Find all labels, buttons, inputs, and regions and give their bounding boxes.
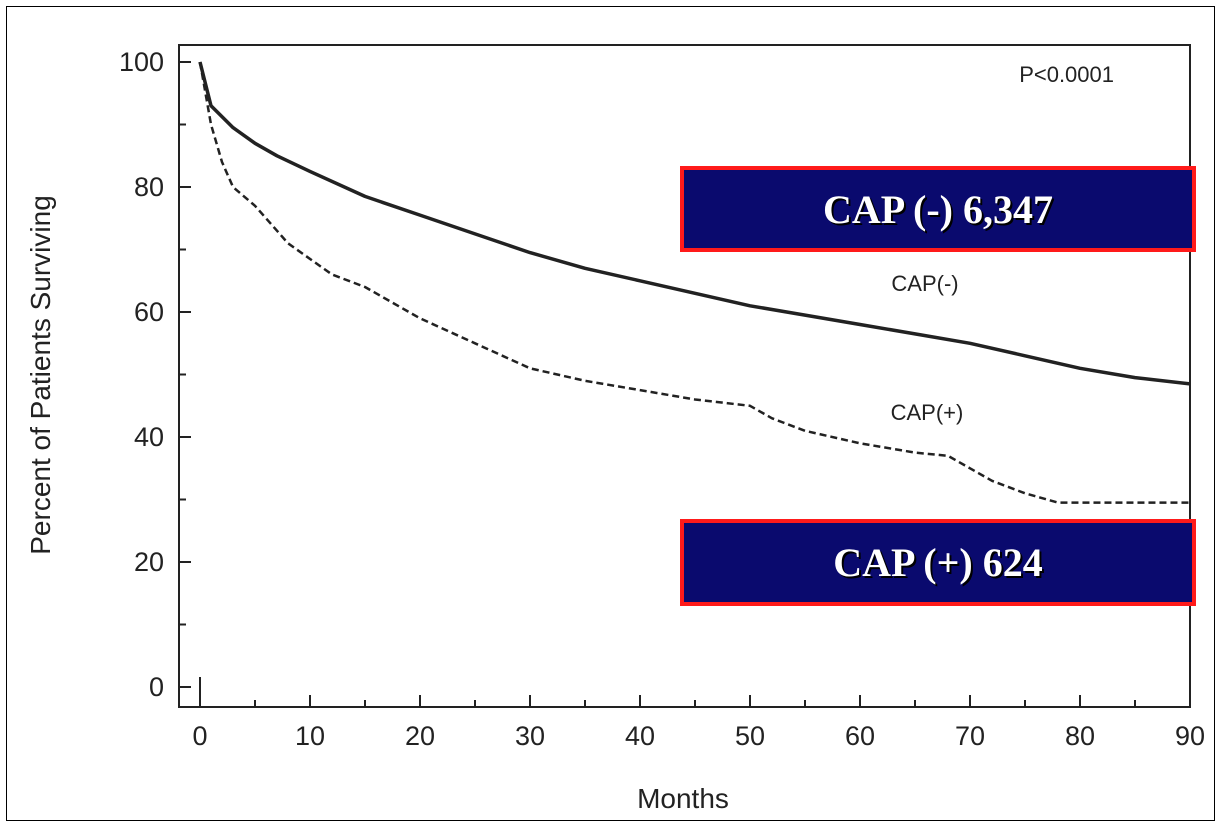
series-lines <box>198 61 1191 504</box>
ticks: 0 20 40 60 80 100 0 10 20 30 40 50 60 70 80 90 <box>119 47 1205 751</box>
x-tick-label: 90 <box>1175 721 1205 751</box>
x-axis-label: Months <box>637 783 729 814</box>
y-tick-label: 0 <box>149 672 164 702</box>
x-tick-label: 50 <box>735 721 765 751</box>
y-tick-label: 40 <box>134 422 164 452</box>
x-tick-label: 10 <box>295 721 325 751</box>
y-tick-label: 20 <box>134 547 164 577</box>
x-tick-label: 70 <box>955 721 985 751</box>
callout-cap-neg: CAP (-) 6,347 <box>680 166 1196 252</box>
y-tick-label: 100 <box>119 47 164 77</box>
y-tick-label: 60 <box>134 297 164 327</box>
x-tick-label: 30 <box>515 721 545 751</box>
axes <box>178 44 1191 708</box>
series-line-cap-pos <box>198 61 1190 504</box>
x-tick-label: 60 <box>845 721 875 751</box>
series-label-cap-neg: CAP(-) <box>891 271 958 296</box>
series-line-cap-neg <box>198 61 1191 386</box>
x-tick-label: 80 <box>1065 721 1095 751</box>
figure-frame <box>6 6 1215 821</box>
y-tick-label: 80 <box>134 172 164 202</box>
x-tick-label: 40 <box>625 721 655 751</box>
x-tick-label: 0 <box>192 721 207 751</box>
callout-cap-pos: CAP (+) 624 <box>680 519 1196 606</box>
plot-border <box>178 44 1191 708</box>
y-axis-label: Percent of Patients Surviving <box>25 195 56 555</box>
x-tick-label: 20 <box>405 721 435 751</box>
series-label-cap-pos: CAP(+) <box>891 400 964 425</box>
p-value-annotation: P<0.0001 <box>1019 62 1114 87</box>
